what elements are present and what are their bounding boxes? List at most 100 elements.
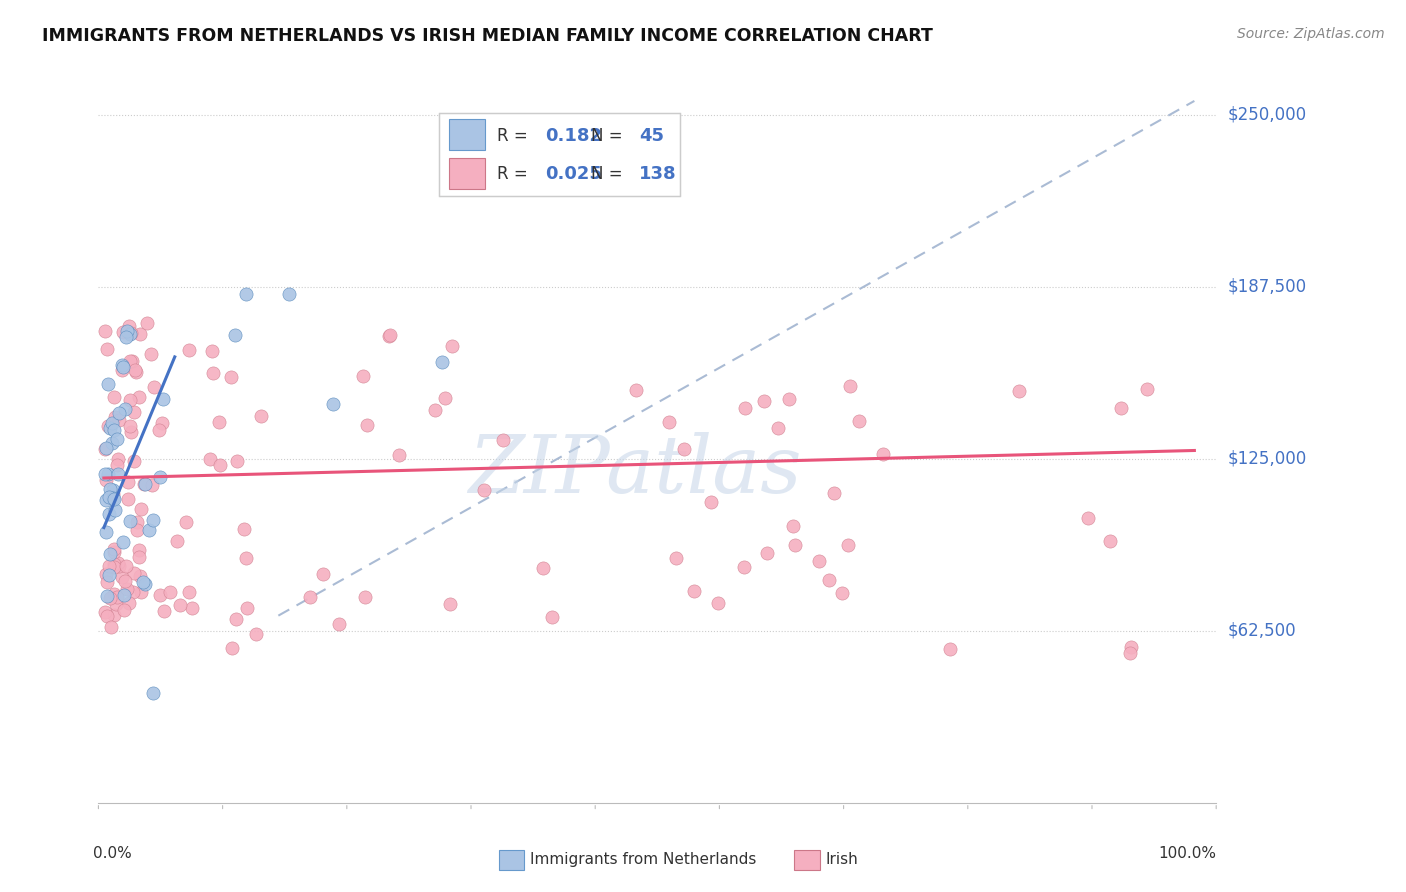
Point xyxy=(129,502,152,516)
Point xyxy=(159,585,181,599)
Point xyxy=(112,588,135,602)
Point xyxy=(198,452,221,467)
Text: $125,000: $125,000 xyxy=(1227,450,1306,467)
Point xyxy=(117,475,139,490)
Point xyxy=(120,425,142,439)
Point xyxy=(96,473,118,487)
Point xyxy=(492,433,515,447)
Point xyxy=(124,365,146,379)
Point xyxy=(103,587,125,601)
Point xyxy=(97,490,120,504)
Point xyxy=(101,435,124,450)
Point xyxy=(122,454,145,468)
Point xyxy=(152,604,174,618)
Point xyxy=(105,597,128,611)
Point xyxy=(221,641,243,656)
Point xyxy=(472,483,495,497)
Point xyxy=(108,412,131,426)
Point xyxy=(118,596,141,610)
Point xyxy=(104,410,127,425)
Point xyxy=(103,607,125,622)
Text: 0.0%: 0.0% xyxy=(93,847,132,861)
Point xyxy=(136,316,159,330)
Point xyxy=(236,601,259,615)
Point xyxy=(98,421,121,435)
Point xyxy=(531,561,554,575)
Point xyxy=(97,377,120,392)
Point xyxy=(354,590,377,604)
Point xyxy=(1136,382,1159,396)
Point xyxy=(121,585,143,599)
Point xyxy=(624,383,647,397)
Point xyxy=(97,559,120,574)
Point xyxy=(278,286,301,301)
Point xyxy=(245,627,267,641)
Point xyxy=(105,458,128,472)
Point xyxy=(98,482,121,496)
Point xyxy=(97,418,120,433)
Point xyxy=(98,507,121,521)
Point xyxy=(823,486,845,500)
Text: ZIPatlas: ZIPatlas xyxy=(468,432,801,509)
Point xyxy=(872,447,894,461)
Point xyxy=(107,452,129,467)
Point xyxy=(103,559,125,574)
Point xyxy=(152,392,174,407)
Point xyxy=(117,492,139,507)
Point xyxy=(134,476,156,491)
Point xyxy=(150,416,173,430)
Point xyxy=(128,550,150,565)
Point xyxy=(94,605,117,619)
Point xyxy=(149,470,172,484)
Point xyxy=(139,347,162,361)
Point xyxy=(100,416,122,430)
Point xyxy=(700,495,723,509)
Point xyxy=(122,566,145,581)
Point xyxy=(94,492,117,507)
Point xyxy=(328,617,350,632)
Point xyxy=(1109,401,1132,416)
Point xyxy=(128,542,150,557)
Point xyxy=(107,467,129,481)
Point xyxy=(134,577,156,591)
Point xyxy=(752,393,775,408)
Point xyxy=(103,502,125,516)
Point xyxy=(733,559,755,574)
Text: $187,500: $187,500 xyxy=(1227,277,1306,296)
Point xyxy=(166,534,188,549)
Text: Source: ZipAtlas.com: Source: ZipAtlas.com xyxy=(1237,27,1385,41)
Point xyxy=(94,441,117,455)
Point xyxy=(756,546,779,560)
Point xyxy=(101,487,124,501)
Point xyxy=(118,514,141,528)
Point xyxy=(219,370,242,384)
Point xyxy=(665,551,688,566)
Point xyxy=(97,467,120,481)
Point xyxy=(98,567,121,582)
Point xyxy=(817,573,839,587)
Point xyxy=(129,327,152,342)
Point xyxy=(124,363,146,377)
Point xyxy=(149,588,172,602)
Text: $62,500: $62,500 xyxy=(1227,622,1296,640)
Point xyxy=(120,354,142,368)
Point xyxy=(783,538,806,552)
Point xyxy=(225,611,247,625)
Point xyxy=(1119,646,1142,660)
Point xyxy=(115,559,138,574)
Point xyxy=(120,326,142,341)
Point xyxy=(98,591,121,606)
Point xyxy=(848,414,870,428)
Point xyxy=(734,401,756,415)
Point xyxy=(388,448,411,462)
Point xyxy=(103,492,125,507)
Point xyxy=(121,353,143,368)
Point xyxy=(111,358,134,372)
Point xyxy=(174,515,197,529)
Text: Immigrants from Netherlands: Immigrants from Netherlands xyxy=(530,853,756,867)
Point xyxy=(103,424,125,438)
Point xyxy=(433,391,456,405)
Point xyxy=(439,597,461,611)
Point xyxy=(103,542,125,557)
Point xyxy=(423,403,446,417)
